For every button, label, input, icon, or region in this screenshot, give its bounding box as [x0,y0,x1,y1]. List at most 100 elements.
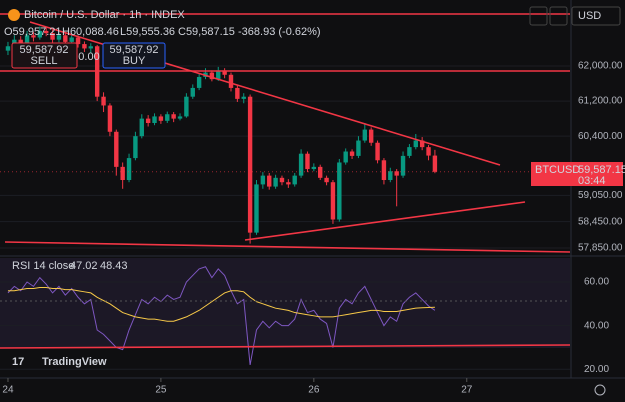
sell-price: 59,587.92 [20,44,69,56]
candle-body [318,166,323,178]
candle-body [292,175,297,185]
candle-body [126,158,132,181]
rsi-band [0,258,570,348]
candle-body [394,171,399,176]
fullscreen-button[interactable] [549,6,568,26]
trend-line [4,241,571,253]
spread: 0.00 [78,51,99,63]
y-tick-label: 20.00 [584,364,609,375]
candle-body [228,74,234,88]
y-tick-label: 62,000.00 [578,61,623,72]
candle-body [419,140,425,148]
candle-body [114,131,119,167]
candle-body [235,87,240,99]
rsi-line [7,286,435,322]
candle-body [88,46,94,49]
candle-body [311,166,317,170]
candle-body [413,140,418,148]
currency: USD [578,10,601,22]
candle-body [133,136,138,159]
candle-body [107,105,113,132]
candle-body [56,35,62,40]
candle-body [24,35,30,45]
y-tick-label: 40.00 [584,320,609,331]
candle-body [241,96,246,99]
y-tick-label: 59,050.00 [578,190,623,201]
y-tick-label: 58,450.00 [578,216,623,227]
settings-button[interactable] [594,384,606,396]
candle-body [152,116,157,124]
candle-body [120,166,125,181]
ohlc-low: L59,555.36 [120,26,175,38]
candle-body [273,177,278,187]
candle-body [177,116,183,119]
candle-body [356,140,361,156]
candle-body [69,37,74,42]
last-symbol: BTCUSD [535,164,580,176]
candle-body [349,151,355,156]
candle-body [50,33,55,40]
candle-body [222,70,227,75]
rsi-title: RSI 14 close [12,260,74,272]
ohlc-change: -368.93 (-0.62%) [238,26,321,38]
candle-body [247,96,253,233]
last-price: 59,587.15 [578,164,625,176]
candle-body [196,76,202,88]
candle-body [101,96,106,106]
candle-body [5,46,11,51]
download-button[interactable] [529,6,548,26]
candle-body [298,153,304,176]
candle-body [37,30,43,38]
candle-body [400,155,406,176]
candle-body [254,184,259,233]
x-tick-label: 24 [2,385,14,396]
candle-body [343,151,348,163]
rsi-ma-value: 48.43 [100,260,128,272]
candle-body [184,96,189,117]
candle-body [267,175,272,187]
candle-body [63,35,68,42]
candle-body [18,39,23,45]
trend-line [244,201,526,241]
sell-button[interactable] [11,42,78,69]
candle-body [388,171,393,181]
candle-body [330,182,336,220]
candle-body [381,160,387,181]
trend-line [0,344,571,349]
candle-body [305,153,310,170]
ohlc-header: O59,957.21 H60,088.46 L59,555.36 C59,587… [4,26,321,38]
candle-body [407,147,412,156]
currency-button[interactable] [571,6,621,26]
symbol-title: Bitcoin / U.S. Dollar · 1h · INDEX [24,9,185,21]
candle-body [82,44,87,49]
candle-body [375,142,380,161]
candle-body [31,35,36,38]
candle-body [362,129,368,141]
buy-label: BUY [123,55,146,67]
ohlc-open: O59,957.21 [4,26,62,38]
buy-price: 59,587.92 [110,44,159,56]
candle-body [368,129,374,143]
buy-button[interactable] [102,42,166,69]
candle-body [158,116,164,121]
candle-body [279,177,285,183]
y-tick-label: 61,200.00 [578,96,623,107]
candle-body [432,155,438,172]
candle-body [260,175,266,185]
countdown: 03:44 [578,175,606,187]
candle-body [43,30,49,34]
candle-body [139,118,144,137]
candle-body [209,72,215,80]
symbol-icon [8,9,20,21]
candle-body [286,182,291,185]
plot-area [0,26,570,370]
x-tick-label: 26 [308,385,320,396]
candle-body [165,114,170,121]
sell-label: SELL [31,55,58,67]
x-tick-label: 25 [155,385,167,396]
rsi-line [7,266,436,365]
candle-body [337,162,342,220]
candle-body [171,114,176,119]
